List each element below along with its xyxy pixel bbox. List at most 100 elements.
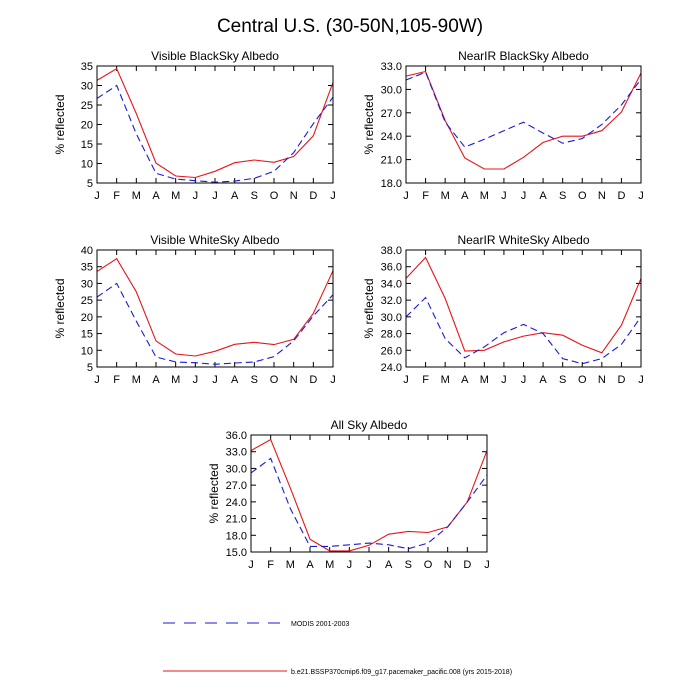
x-tick-label: D xyxy=(309,374,317,386)
series-line-model xyxy=(250,438,488,552)
x-tick-label: A xyxy=(539,374,547,386)
x-tick-label: M xyxy=(480,374,489,386)
x-tick-label: D xyxy=(617,374,625,386)
x-tick-label: N xyxy=(598,190,606,202)
y-tick-label: 30.0 xyxy=(381,84,402,96)
series-line-modis xyxy=(96,282,334,365)
chart-panel-3: Visible WhiteSky Albedo % reflected 5 10 15 2… xyxy=(53,233,336,386)
y-axis-label: % reflected xyxy=(362,94,376,154)
x-tick-label: M xyxy=(171,374,180,386)
x-tick-label: S xyxy=(559,374,566,386)
x-tick-label: J xyxy=(248,559,254,571)
x-tick-label: O xyxy=(270,190,279,202)
x-tick-label: J xyxy=(403,190,409,202)
y-tick-label: 40 xyxy=(81,245,93,257)
x-tick-label: M xyxy=(132,190,141,202)
x-tick-label: J xyxy=(94,374,100,386)
panel-title: NearIR WhiteSky Albedo xyxy=(457,233,589,247)
chart-panel-1: Visible BlackSky Albedo % reflected 5 10 15 2… xyxy=(53,49,336,202)
legend: MODIS 2001-2003 b.e21.BSSP370cmip6.f09_g… xyxy=(163,621,512,676)
y-tick-label: 10 xyxy=(81,345,93,357)
figure-title: Central U.S. (30-50N,105-90W) xyxy=(217,16,483,37)
y-tick-label: 27.0 xyxy=(226,480,247,492)
y-tick-label: 25 xyxy=(81,295,93,307)
x-tick-label: A xyxy=(231,374,239,386)
y-tick-label: 33.0 xyxy=(381,61,402,73)
y-tick-label: 25 xyxy=(81,100,93,112)
y-tick-label: 30.0 xyxy=(381,312,402,324)
y-axis-label: % reflected xyxy=(53,278,67,338)
panel-title: Visible BlackSky Albedo xyxy=(151,49,279,63)
y-tick-label: 30 xyxy=(81,278,93,290)
x-tick-label: F xyxy=(422,374,429,386)
series-line-modis xyxy=(96,84,334,183)
y-tick-label: 20 xyxy=(81,312,93,324)
x-tick-label: J xyxy=(521,374,527,386)
x-tick-label: J xyxy=(403,374,409,386)
x-tick-label: J xyxy=(193,374,199,386)
x-tick-label: J xyxy=(330,190,336,202)
y-tick-label: 15 xyxy=(81,329,93,341)
x-tick-label: A xyxy=(306,559,314,571)
y-tick-label: 21.0 xyxy=(226,514,247,526)
x-tick-label: N xyxy=(290,190,298,202)
x-tick-label: A xyxy=(461,374,469,386)
y-tick-label: 30 xyxy=(81,81,93,93)
y-axis-label: % reflected xyxy=(207,463,221,523)
x-tick-label: S xyxy=(251,190,258,202)
x-tick-label: S xyxy=(405,559,412,571)
x-tick-label: J xyxy=(521,190,527,202)
x-tick-label: A xyxy=(461,190,469,202)
y-tick-label: 35 xyxy=(81,61,93,73)
x-tick-label: J xyxy=(501,374,507,386)
x-tick-label: J xyxy=(638,374,644,386)
x-tick-label: J xyxy=(501,190,507,202)
x-tick-label: J xyxy=(484,559,490,571)
x-tick-label: M xyxy=(171,190,180,202)
x-tick-label: S xyxy=(251,374,258,386)
legend-obs-label: MODIS 2001-2003 xyxy=(291,621,349,628)
x-tick-label: M xyxy=(286,559,295,571)
series-line-model xyxy=(96,257,334,357)
x-tick-label: O xyxy=(270,374,279,386)
plot-frame xyxy=(405,65,642,184)
x-tick-label: D xyxy=(463,559,471,571)
x-tick-label: M xyxy=(325,559,334,571)
x-tick-label: A xyxy=(385,559,393,571)
panels: Visible BlackSky Albedo % reflected 5 10 15 2… xyxy=(53,49,644,571)
x-tick-label: M xyxy=(441,190,450,202)
chart-panel-4: NearIR WhiteSky Albedo % reflected 24.0 26.… xyxy=(362,233,644,386)
x-tick-label: A xyxy=(152,190,160,202)
panel-title: All Sky Albedo xyxy=(331,418,408,432)
x-tick-label: F xyxy=(113,190,120,202)
y-tick-label: 5 xyxy=(87,178,93,190)
y-tick-label: 20 xyxy=(81,120,93,132)
x-tick-label: M xyxy=(132,374,141,386)
y-tick-label: 5 xyxy=(87,362,93,374)
y-tick-label: 35 xyxy=(81,262,93,274)
panel-title: Visible WhiteSky Albedo xyxy=(150,233,280,247)
y-tick-label: 18.0 xyxy=(226,530,247,542)
y-tick-label: 36.0 xyxy=(381,262,402,274)
x-tick-label: J xyxy=(212,190,218,202)
y-tick-label: 24.0 xyxy=(226,497,247,509)
x-tick-label: J xyxy=(94,190,100,202)
x-tick-label: J xyxy=(212,374,218,386)
x-tick-label: F xyxy=(267,559,274,571)
y-tick-label: 21.0 xyxy=(381,155,402,167)
y-tick-label: 34.0 xyxy=(381,278,402,290)
y-tick-label: 38.0 xyxy=(381,245,402,257)
x-tick-label: J xyxy=(638,190,644,202)
series-line-modis xyxy=(250,457,488,550)
y-tick-label: 36.0 xyxy=(226,430,247,442)
plot-frame xyxy=(405,249,642,368)
chart-panel-5: All Sky Albedo % reflected 15.0 18.0 21.0 24.… xyxy=(207,418,490,571)
panel-title: NearIR BlackSky Albedo xyxy=(458,49,589,63)
series-line-modis xyxy=(405,71,642,148)
x-tick-label: N xyxy=(598,374,606,386)
series-line-modis xyxy=(405,296,642,365)
x-tick-label: F xyxy=(113,374,120,386)
x-tick-label: A xyxy=(152,374,160,386)
y-tick-label: 27.0 xyxy=(381,108,402,120)
y-tick-label: 30.0 xyxy=(226,463,247,475)
